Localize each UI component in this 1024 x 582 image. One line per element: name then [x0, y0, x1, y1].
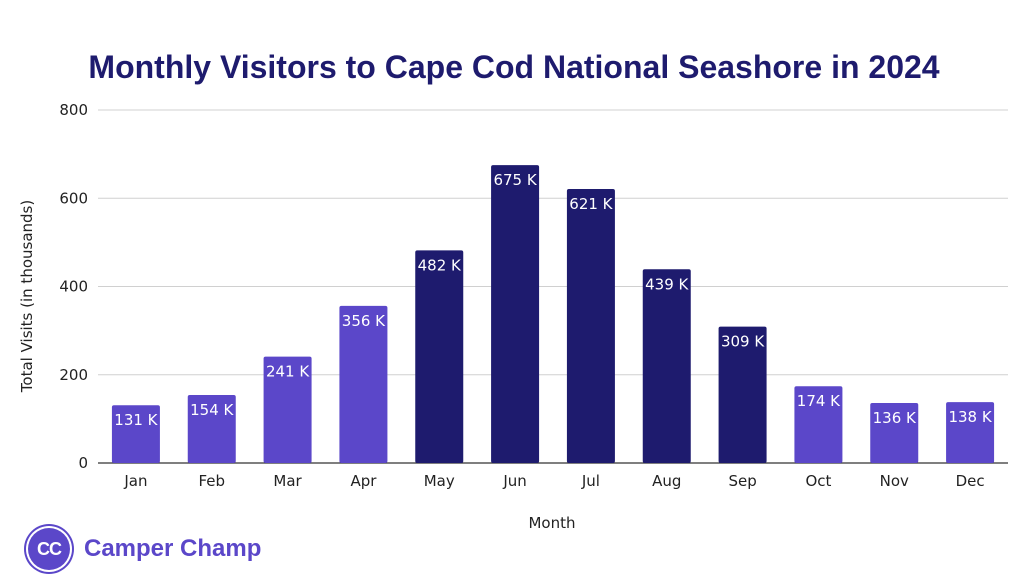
bar-apr	[339, 305, 388, 463]
bar-oct	[794, 386, 843, 463]
x-tick-label: Feb	[198, 472, 225, 490]
data-label-sep: 309 K	[721, 333, 765, 351]
x-tick-label: May	[424, 472, 455, 490]
y-tick-label: 800	[59, 101, 88, 119]
y-axis-title: Total Visits (in thousands)	[18, 200, 36, 393]
y-tick-label: 0	[78, 454, 88, 472]
bar-sep	[718, 326, 767, 463]
bars	[111, 165, 995, 463]
data-label-jun: 675 K	[493, 171, 537, 189]
data-label-feb: 154 K	[190, 401, 234, 419]
bar-jul	[566, 188, 615, 463]
data-label-oct: 174 K	[797, 392, 841, 410]
gridlines	[98, 109, 1008, 464]
x-axis-title: Month	[528, 514, 575, 532]
x-tick-label: Oct	[805, 472, 831, 490]
camper-champ-logo-icon: CC	[28, 528, 70, 570]
bar-feb	[187, 395, 236, 463]
x-tick-label: Jul	[581, 472, 600, 490]
data-label-mar: 241 K	[266, 363, 310, 381]
brand-footer: CC Camper Champ	[28, 526, 261, 572]
x-tick-label: Apr	[350, 472, 377, 490]
data-label-aug: 439 K	[645, 275, 689, 293]
x-tick-label: Jun	[502, 472, 526, 490]
bar-nov	[870, 402, 919, 463]
x-tick-label: Nov	[880, 472, 909, 490]
chart-title: Monthly Visitors to Cape Cod National Se…	[88, 49, 939, 85]
bar-aug	[642, 269, 691, 463]
bar-jan	[111, 405, 160, 463]
bar-mar	[263, 356, 312, 463]
x-tick-label: Aug	[652, 472, 681, 490]
y-tick-label: 400	[59, 278, 88, 296]
data-label-apr: 356 K	[342, 312, 386, 330]
bar-dec	[946, 402, 995, 463]
x-tick-label: Mar	[273, 472, 302, 490]
x-axis-ticks: Jan Feb Mar Apr May Jun Jul Aug Sep Oct Nov Dec	[123, 472, 984, 490]
brand-name: Camper Champ	[84, 535, 262, 562]
data-label-jan: 131 K	[114, 411, 158, 429]
bar-jun	[491, 165, 540, 463]
bar-may	[415, 250, 464, 463]
y-tick-label: 600	[59, 189, 88, 207]
data-label-dec: 138 K	[948, 408, 992, 426]
x-tick-label: Sep	[728, 472, 756, 490]
data-label-jul: 621 K	[569, 195, 613, 213]
y-tick-label: 200	[59, 366, 88, 384]
x-tick-label: Jan	[123, 472, 147, 490]
data-label-may: 482 K	[418, 256, 462, 274]
y-axis-ticks: 0 200 400 600 800	[59, 101, 88, 472]
x-tick-label: Dec	[956, 472, 985, 490]
data-labels: 131 K 154 K 241 K 356 K 482 K 675 K 621 K 439 K…	[114, 171, 993, 429]
data-label-nov: 136 K	[873, 409, 917, 427]
